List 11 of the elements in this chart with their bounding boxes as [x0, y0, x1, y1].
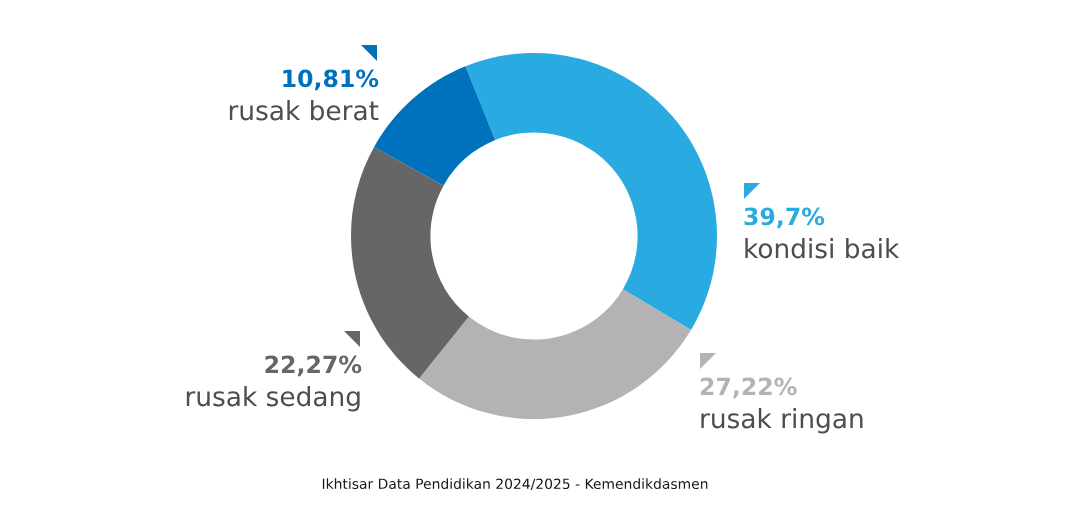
slice-label: rusak sedang [186, 385, 360, 412]
data-label: 27,22% [700, 377, 797, 399]
donut-slice [419, 289, 691, 419]
data-label: 39,7% [744, 207, 825, 229]
data-label: 10,81% [283, 69, 379, 91]
text: Ikhtisar Data Pendidikan 2024/2025 - Kemendikdasmen [322, 478, 708, 491]
data-label: 22,27% [265, 355, 362, 377]
donut-slice [465, 53, 717, 331]
slice-label: kondisi baik [745, 237, 900, 259]
slice-label: rusak ringan [701, 407, 863, 434]
slice-label: rusak berat [229, 99, 379, 121]
